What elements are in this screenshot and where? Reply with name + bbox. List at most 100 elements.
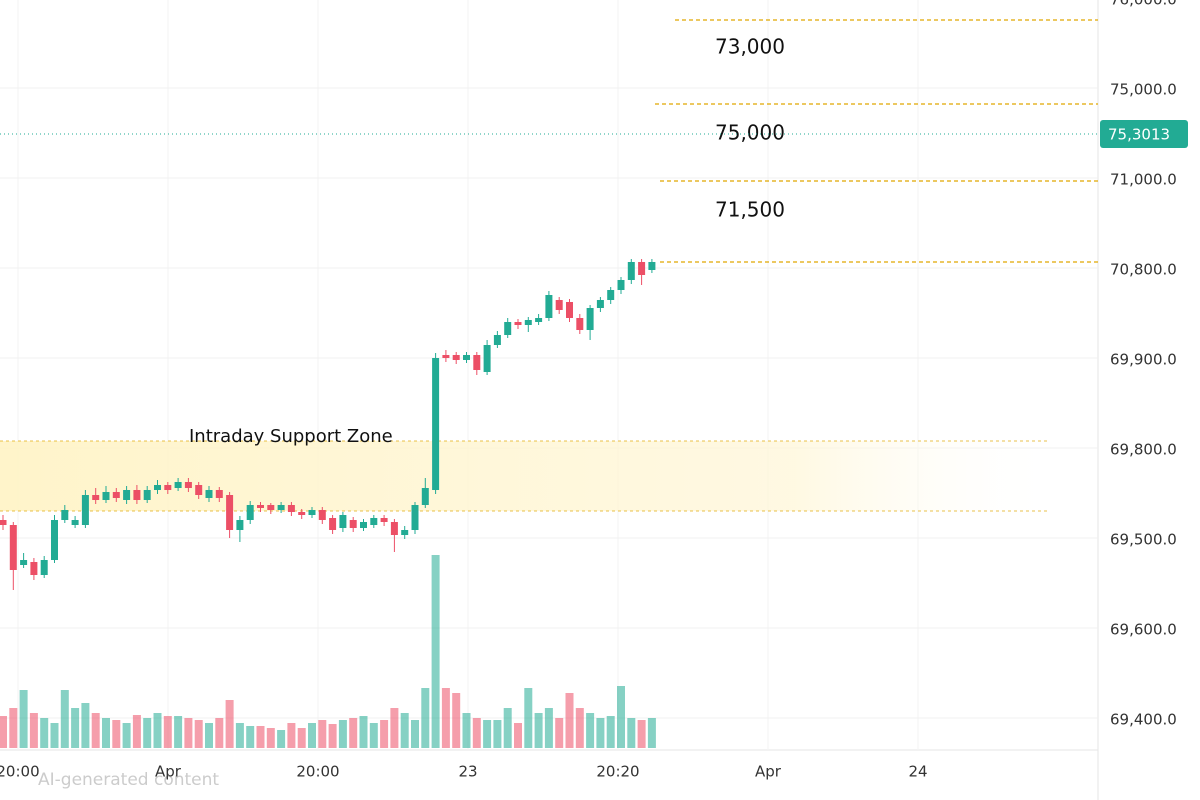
candle-body bbox=[421, 488, 429, 505]
candle-body bbox=[133, 490, 141, 500]
x-tick-label: 20:00 bbox=[296, 763, 339, 781]
candle-body bbox=[638, 262, 646, 275]
candle-body bbox=[154, 485, 161, 490]
volume-bar bbox=[19, 690, 28, 748]
y-tick-label: 69,600.0 bbox=[1110, 621, 1177, 639]
watermark: AI-generated content bbox=[38, 770, 219, 790]
volume-bar bbox=[246, 726, 255, 748]
candle-body bbox=[143, 490, 151, 500]
candle-body bbox=[504, 322, 512, 335]
volume-bar bbox=[380, 720, 389, 748]
candle-body bbox=[380, 518, 388, 522]
candle-body bbox=[483, 345, 491, 372]
volume-bar bbox=[647, 718, 656, 748]
candle-body bbox=[401, 530, 409, 535]
candle-body bbox=[246, 505, 254, 520]
volume-bar bbox=[555, 718, 564, 748]
volume-bar bbox=[60, 690, 69, 748]
volume-bar bbox=[318, 720, 327, 748]
volume-bar bbox=[565, 693, 574, 748]
x-tick-label: 20:00 bbox=[0, 763, 40, 781]
volume-bar bbox=[338, 720, 347, 748]
candle-body bbox=[257, 505, 264, 508]
candle-body bbox=[607, 290, 615, 300]
volume-bar bbox=[132, 715, 141, 748]
volume-bar bbox=[102, 718, 110, 748]
volume-bar bbox=[91, 713, 100, 748]
volume-bar bbox=[287, 723, 296, 748]
candle-body bbox=[596, 300, 604, 308]
volume-bar bbox=[40, 718, 49, 748]
volume-bar bbox=[266, 728, 275, 748]
candle-body bbox=[566, 302, 573, 318]
candle-body bbox=[318, 510, 326, 520]
volume-bar bbox=[421, 688, 430, 748]
zone-label: Intraday Support Zone bbox=[189, 426, 393, 447]
candle-body bbox=[30, 562, 38, 575]
candle-body bbox=[545, 295, 553, 318]
candle-body bbox=[164, 485, 172, 490]
volume-bar bbox=[606, 716, 615, 748]
volume-bar bbox=[452, 693, 461, 748]
volume-bar bbox=[627, 718, 636, 748]
candle-body bbox=[452, 355, 460, 360]
volume-bar bbox=[472, 718, 481, 748]
volume-bar bbox=[122, 723, 131, 748]
volume-bar bbox=[369, 723, 378, 748]
x-tick-label: Apr bbox=[155, 763, 182, 781]
y-tick-label: 71,000.0 bbox=[1110, 171, 1177, 189]
y-tick-label: 69,400.0 bbox=[1110, 711, 1177, 729]
volume-bar bbox=[483, 720, 492, 748]
volume-bar bbox=[349, 718, 358, 748]
candle-body bbox=[617, 280, 625, 290]
volume-bar bbox=[617, 686, 625, 748]
volume-bar bbox=[215, 718, 224, 748]
volume-bar bbox=[71, 708, 80, 748]
candle-body bbox=[92, 495, 100, 500]
volume-bar bbox=[297, 728, 306, 748]
candle-body bbox=[267, 505, 275, 510]
candle-body bbox=[236, 520, 244, 530]
candle-body bbox=[112, 492, 120, 498]
candle-body bbox=[226, 495, 234, 530]
volume-bar bbox=[256, 726, 265, 748]
volume-bar bbox=[153, 713, 162, 748]
candle-body bbox=[493, 335, 501, 345]
volume-bar bbox=[524, 688, 533, 748]
candle-body bbox=[20, 560, 28, 565]
candle-body bbox=[71, 520, 79, 525]
volume-bar bbox=[81, 703, 90, 748]
y-tick-label: 76,000.0 bbox=[1110, 0, 1177, 9]
last-price-label: 75,3013 bbox=[1108, 126, 1170, 144]
candle-body bbox=[360, 522, 367, 528]
candle-body bbox=[40, 560, 48, 575]
volume-bar bbox=[359, 716, 368, 748]
support-zone bbox=[0, 441, 1060, 511]
x-tick-label: 24 bbox=[908, 763, 927, 781]
volume-bar bbox=[225, 700, 234, 748]
volume-bar bbox=[277, 730, 286, 748]
volume-bar bbox=[596, 718, 605, 748]
candle-body bbox=[81, 495, 89, 525]
candle-body bbox=[576, 318, 584, 330]
candle-body bbox=[205, 490, 213, 498]
candle-body bbox=[0, 520, 7, 525]
volume-bar bbox=[441, 688, 450, 748]
candle-body bbox=[411, 505, 419, 530]
volume-bar bbox=[184, 718, 193, 748]
y-tick-label: 70,800.0 bbox=[1110, 261, 1177, 279]
x-tick-label: 23 bbox=[458, 763, 477, 781]
last-price-tag bbox=[1100, 120, 1188, 148]
volume-bar bbox=[534, 713, 543, 748]
candle-body bbox=[123, 490, 131, 500]
candle-body bbox=[473, 355, 481, 370]
volume-bar bbox=[29, 713, 38, 748]
candle-body bbox=[390, 522, 398, 535]
volume-bar bbox=[9, 708, 18, 748]
level-label: 73,000 bbox=[715, 35, 785, 59]
y-tick-label: 69,500.0 bbox=[1110, 531, 1177, 549]
volume-bar bbox=[174, 716, 183, 748]
volume-bar bbox=[586, 713, 595, 748]
candle-body bbox=[349, 520, 357, 528]
